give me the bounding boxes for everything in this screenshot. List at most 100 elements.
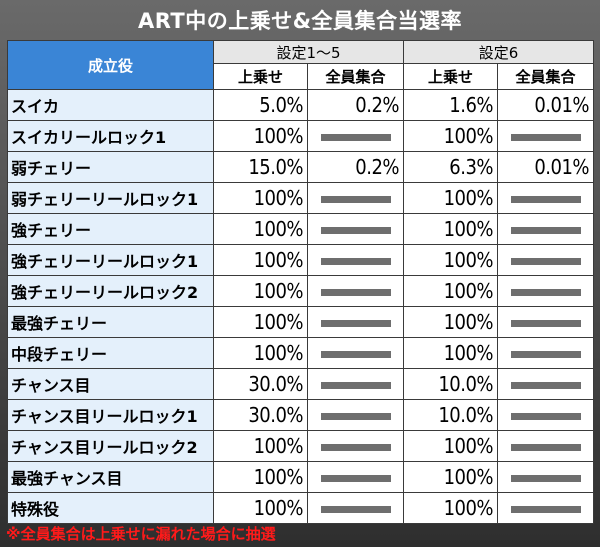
setting-a-uwanose-value: 30.0% (213, 368, 308, 400)
role-name: 強チェリーリールロック2 (7, 275, 214, 307)
setting-b-uwanose-value: 100% (403, 306, 498, 338)
role-name: 弱チェリーリールロック1 (7, 182, 214, 214)
not-applicable-cell (307, 306, 404, 338)
setting-a-uwanose-value: 100% (213, 244, 308, 276)
not-applicable-cell (307, 461, 404, 493)
not-applicable-cell (496, 430, 595, 462)
not-applicable-cell (307, 213, 404, 245)
not-applicable-cell (496, 244, 595, 276)
setting-a-uwanose-value: 5.0% (213, 89, 308, 121)
not-applicable-cell (307, 244, 404, 276)
table-row: 弱チェリー 15.0% 0.2% 6.3% 0.01% (7, 151, 595, 183)
dash-bar-icon (320, 350, 391, 358)
dash-bar-icon (510, 319, 581, 327)
setting-a-uwanose-value: 100% (213, 182, 308, 214)
table-row: 最強チャンス目 100% 100% (7, 461, 595, 493)
dash-bar-icon (320, 288, 391, 296)
page-title: ART中の上乗せ&全員集合当選率 (137, 9, 463, 33)
setting-a-uwanose-value: 100% (213, 306, 308, 338)
dash-bar-icon (320, 257, 391, 265)
table-row: チャンス目リールロック1 30.0% 10.0% (7, 399, 595, 431)
not-applicable-cell (496, 337, 595, 369)
role-name: 強チェリーリールロック1 (7, 244, 214, 276)
dash-bar-icon (320, 443, 391, 451)
rate-table: 成立役 設定1～5 設定6 上乗せ 全員集合 上乗せ 全員集合 スイカ 5.0% 0… (7, 40, 595, 524)
setting-a-uwanose-value: 100% (213, 213, 308, 245)
not-applicable-cell (496, 492, 595, 524)
dash-bar-icon (320, 381, 391, 389)
not-applicable-cell (496, 368, 595, 400)
dash-bar-icon (510, 443, 581, 451)
not-applicable-cell (496, 275, 595, 307)
not-applicable-cell (496, 306, 595, 338)
table-body: スイカ 5.0% 0.2% 1.6% 0.01% スイカリールロック1 100% 100% 弱チ… (7, 89, 595, 524)
setting-b-zenin-value: 0.01% (496, 89, 595, 121)
not-applicable-cell (496, 461, 595, 493)
setting-a-zenin-header: 全員集合 (307, 63, 404, 90)
setting-b-uwanose-value: 100% (403, 461, 498, 493)
table-row: 強チェリー 100% 100% (7, 213, 595, 245)
dash-bar-icon (320, 412, 391, 420)
setting-b-uwanose-value: 100% (403, 182, 498, 214)
footnote: ※全員集合は上乗せに漏れた場合に抽選 (6, 525, 276, 543)
not-applicable-cell (496, 120, 595, 152)
setting-a-uwanose-value: 30.0% (213, 399, 308, 431)
setting-b-uwanose-header: 上乗せ (403, 63, 498, 90)
setting-a-uwanose-value: 100% (213, 337, 308, 369)
setting-b-uwanose-value: 6.3% (403, 151, 498, 183)
dash-bar-icon (510, 474, 581, 482)
not-applicable-cell (496, 399, 595, 431)
dash-bar-icon (320, 195, 391, 203)
setting-b-zenin-header: 全員集合 (496, 63, 595, 90)
setting-b-uwanose-value: 10.0% (403, 368, 498, 400)
setting-a-uwanose-value: 100% (213, 120, 308, 152)
dash-bar-icon (320, 319, 391, 327)
dash-bar-icon (510, 195, 581, 203)
dash-bar-icon (510, 226, 581, 234)
dash-bar-icon (510, 350, 581, 358)
not-applicable-cell (307, 182, 404, 214)
setting-a-zenin-value: 0.2% (307, 151, 404, 183)
not-applicable-cell (307, 120, 404, 152)
not-applicable-cell (307, 275, 404, 307)
role-name: チャンス目リールロック2 (7, 430, 214, 462)
setting-b-uwanose-value: 100% (403, 120, 498, 152)
table-row: スイカ 5.0% 0.2% 1.6% 0.01% (7, 89, 595, 121)
table-row: 強チェリーリールロック1 100% 100% (7, 244, 595, 276)
dash-bar-icon (510, 505, 581, 513)
table-row: 中段チェリー 100% 100% (7, 337, 595, 369)
dash-bar-icon (510, 412, 581, 420)
table-row: チャンス目 30.0% 10.0% (7, 368, 595, 400)
role-name: 中段チェリー (7, 337, 214, 369)
role-name: スイカ (7, 89, 214, 121)
role-name: チャンス目リールロック1 (7, 399, 214, 431)
setting-b-zenin-value: 0.01% (496, 151, 595, 183)
role-name: 最強チャンス目 (7, 461, 214, 493)
setting-b-uwanose-value: 100% (403, 244, 498, 276)
dash-bar-icon (510, 257, 581, 265)
setting-a-uwanose-value: 100% (213, 275, 308, 307)
not-applicable-cell (307, 430, 404, 462)
not-applicable-cell (307, 368, 404, 400)
dash-bar-icon (320, 133, 391, 141)
dash-bar-icon (320, 505, 391, 513)
not-applicable-cell (496, 182, 595, 214)
role-name: 弱チェリー (7, 151, 214, 183)
table-row: チャンス目リールロック2 100% 100% (7, 430, 595, 462)
dash-bar-icon (510, 381, 581, 389)
not-applicable-cell (307, 337, 404, 369)
role-name: 最強チェリー (7, 306, 214, 338)
setting-b-uwanose-value: 1.6% (403, 89, 498, 121)
setting-b-uwanose-value: 100% (403, 213, 498, 245)
role-name: チャンス目 (7, 368, 214, 400)
dash-bar-icon (510, 133, 581, 141)
dash-bar-icon (510, 288, 581, 296)
setting-6-header: 設定6 (402, 40, 595, 64)
setting-b-uwanose-value: 100% (403, 275, 498, 307)
not-applicable-cell (496, 213, 595, 245)
setting-a-zenin-value: 0.2% (307, 89, 404, 121)
role-name: 特殊役 (7, 492, 214, 524)
table-row: 特殊役 100% 100% (7, 492, 595, 524)
role-column-header: 成立役 (7, 40, 214, 90)
